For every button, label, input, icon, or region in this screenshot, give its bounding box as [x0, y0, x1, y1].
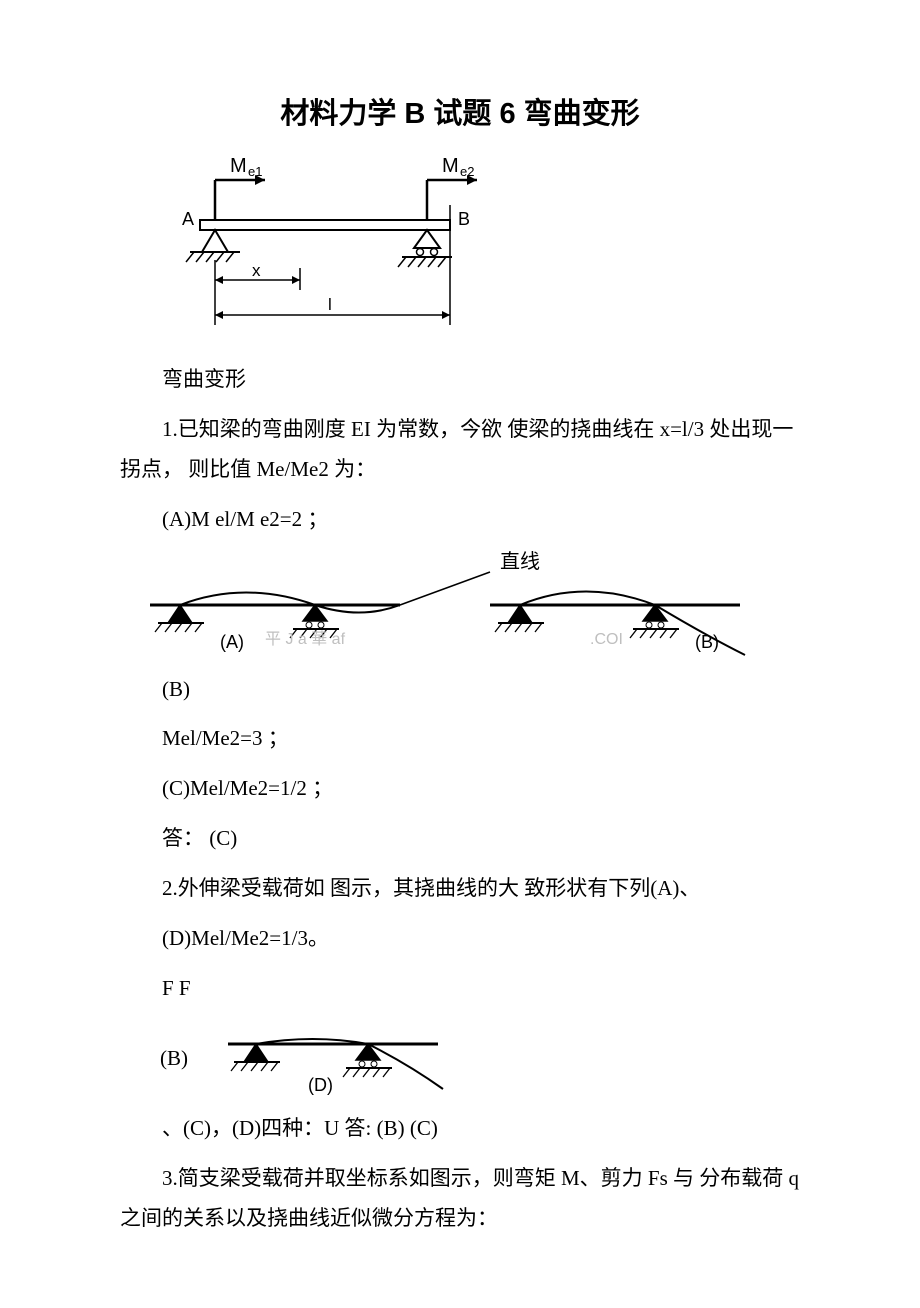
q1-text: 1.已知梁的弯曲刚度 EI 为常数，今欲 使梁的挠曲线在 x=l/3 处出现一拐… [120, 410, 800, 490]
label-figD: (D) [308, 1075, 333, 1095]
figure-overhang-AB: 直线 [120, 550, 800, 660]
section-heading: 弯曲变形 [120, 360, 800, 400]
optB-label: (B) [120, 670, 800, 710]
q3-text: 3.简支梁受载荷并取坐标系如图示，则弯矩 M、剪力 Fs 与 分布载荷 q 之间… [120, 1159, 800, 1239]
q2-tail: 、(C)，(D)四种：U 答: (B) (C) [120, 1109, 800, 1149]
figure-overhang-D: (D) [208, 1019, 468, 1099]
watermark-right: .COI [590, 631, 623, 648]
label-x: x [252, 261, 261, 280]
q1-optC: (C)Mel/Me2=1/2 ； [120, 769, 800, 809]
q1-optB: Mel/Me2=3 ； [120, 719, 800, 759]
label-A: A [182, 209, 194, 229]
label-l: l [328, 295, 332, 314]
q1-optD: (D)Mel/Me2=1/3。 [120, 919, 800, 959]
q2-text: 2.外伸梁受载荷如 图示，其挠曲线的大 致形状有下列(A)、 [120, 869, 800, 909]
FF-text: F F [120, 969, 800, 1009]
label-B: B [458, 209, 470, 229]
figure-beam-moments: M e1 M e2 A B [160, 150, 800, 350]
label-figB: (B) [695, 632, 719, 652]
q1-answer: 答： (C) [120, 819, 800, 859]
label-me1: M [230, 155, 247, 177]
page-title: 材料力学 B 试题 6 弯曲变形 [120, 90, 800, 132]
label-me2: M [442, 155, 459, 177]
watermark-left: 平 J a 華 af [265, 630, 346, 648]
label-figA: (A) [220, 632, 244, 652]
q1-optA: (A)M el/M e2=2 ； [120, 500, 800, 540]
label-straightline: 直线 [500, 550, 540, 573]
row-B-label: (B) [160, 1046, 188, 1071]
